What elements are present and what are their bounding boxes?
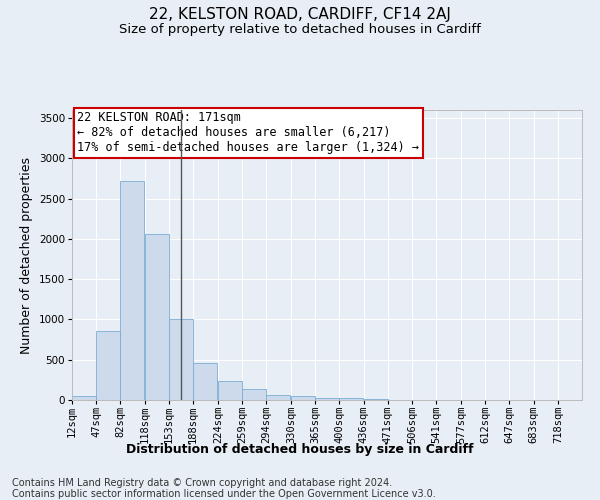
Text: 22, KELSTON ROAD, CARDIFF, CF14 2AJ: 22, KELSTON ROAD, CARDIFF, CF14 2AJ (149, 8, 451, 22)
Bar (193, 364, 217, 400)
Bar (145, 234, 169, 400)
Bar (291, 396, 315, 400)
Bar (242, 388, 266, 400)
Bar (121, 181, 144, 400)
Bar (169, 318, 193, 400)
Y-axis label: Number of detached properties: Number of detached properties (20, 156, 33, 354)
Text: Contains public sector information licensed under the Open Government Licence v3: Contains public sector information licen… (12, 489, 436, 499)
Text: 22 KELSTON ROAD: 171sqm
← 82% of detached houses are smaller (6,217)
17% of semi: 22 KELSTON ROAD: 171sqm ← 82% of detache… (77, 112, 419, 154)
Bar (364, 399, 388, 400)
Text: Distribution of detached houses by size in Cardiff: Distribution of detached houses by size … (126, 442, 474, 456)
Text: Contains HM Land Registry data © Crown copyright and database right 2024.: Contains HM Land Registry data © Crown c… (12, 478, 392, 488)
Bar (96, 331, 120, 400)
Bar (218, 382, 242, 400)
Text: Size of property relative to detached houses in Cardiff: Size of property relative to detached ho… (119, 22, 481, 36)
Bar (315, 398, 339, 400)
Bar (266, 395, 290, 400)
Bar (339, 398, 363, 400)
Bar (72, 396, 96, 400)
